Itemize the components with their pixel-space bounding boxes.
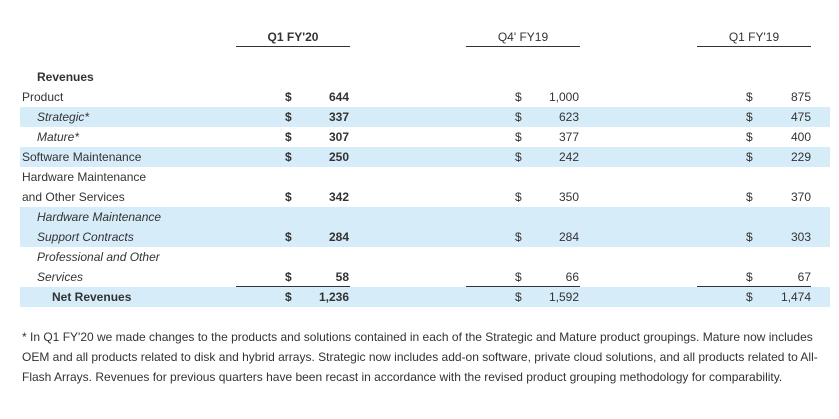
currency: $	[515, 230, 522, 244]
cell-value: 67	[797, 270, 811, 284]
currency: $	[285, 230, 292, 244]
cell-value: 350	[558, 190, 579, 204]
currency: $	[515, 130, 522, 144]
row-label: Mature*	[37, 130, 80, 144]
row-label: Strategic*	[37, 110, 90, 124]
column-header: Q4' FY19	[497, 30, 549, 44]
row-label: Services	[37, 270, 84, 284]
row-label: and Other Services	[22, 190, 125, 204]
total-rule	[697, 286, 811, 287]
total-rule	[236, 286, 350, 287]
cell-value: 644	[328, 90, 349, 104]
row-shade	[20, 287, 830, 307]
row-label: Software Maintenance	[22, 150, 142, 164]
header-rule	[236, 46, 350, 47]
footnote: * In Q1 FY'20 we made changes to the pro…	[22, 330, 818, 384]
currency: $	[515, 150, 522, 164]
cell-value: 284	[558, 230, 579, 244]
cell-value: 337	[328, 110, 349, 124]
currency: $	[285, 110, 292, 124]
section-label: Revenues	[37, 70, 94, 84]
cell-value: 58	[335, 270, 349, 284]
cell-value: 250	[328, 150, 349, 164]
cell-value: 242	[558, 150, 579, 164]
currency: $	[285, 190, 292, 204]
row-label: Professional and Other	[37, 250, 160, 264]
currency: $	[746, 150, 753, 164]
currency: $	[515, 290, 522, 304]
cell-value: 400	[790, 130, 811, 144]
cell-value: 1,236	[318, 290, 349, 304]
currency: $	[746, 130, 753, 144]
cell-value: 303	[790, 230, 811, 244]
currency: $	[746, 90, 753, 104]
cell-value: 475	[790, 110, 811, 124]
row-label: Support Contracts	[37, 230, 134, 244]
header-rule	[697, 46, 811, 47]
currency: $	[746, 230, 753, 244]
column-header: Q1 FY'19	[728, 30, 780, 44]
row-shade	[20, 107, 830, 127]
cell-value: 342	[328, 190, 349, 204]
row-shade	[20, 147, 830, 167]
row-label: Hardware Maintenance	[22, 170, 147, 184]
currency: $	[515, 110, 522, 124]
currency: $	[746, 270, 753, 284]
currency: $	[285, 130, 292, 144]
currency: $	[746, 290, 753, 304]
currency: $	[746, 110, 753, 124]
cell-value: 1,000	[548, 90, 579, 104]
currency: $	[515, 190, 522, 204]
cell-value: 875	[790, 90, 811, 104]
cell-value: 229	[790, 150, 811, 164]
currency: $	[285, 150, 292, 164]
currency: $	[746, 190, 753, 204]
cell-value: 370	[790, 190, 811, 204]
row-shade	[20, 207, 830, 247]
column-header: Q1 FY'20	[267, 30, 319, 44]
row-label: Product	[22, 90, 64, 104]
currency: $	[515, 90, 522, 104]
cell-value: 623	[558, 110, 579, 124]
row-label: Hardware Maintenance	[37, 210, 162, 224]
currency: $	[285, 90, 292, 104]
currency: $	[515, 270, 522, 284]
cell-value: 1,474	[780, 290, 811, 304]
cell-value: 66	[565, 270, 579, 284]
cell-value: 377	[558, 130, 579, 144]
currency: $	[285, 270, 292, 284]
currency: $	[285, 290, 292, 304]
cell-value: 307	[328, 130, 349, 144]
row-label: Net Revenues	[52, 290, 132, 304]
cell-value: 1,592	[548, 290, 579, 304]
cell-value: 284	[328, 230, 349, 244]
total-rule	[466, 286, 580, 287]
header-rule	[466, 46, 580, 47]
